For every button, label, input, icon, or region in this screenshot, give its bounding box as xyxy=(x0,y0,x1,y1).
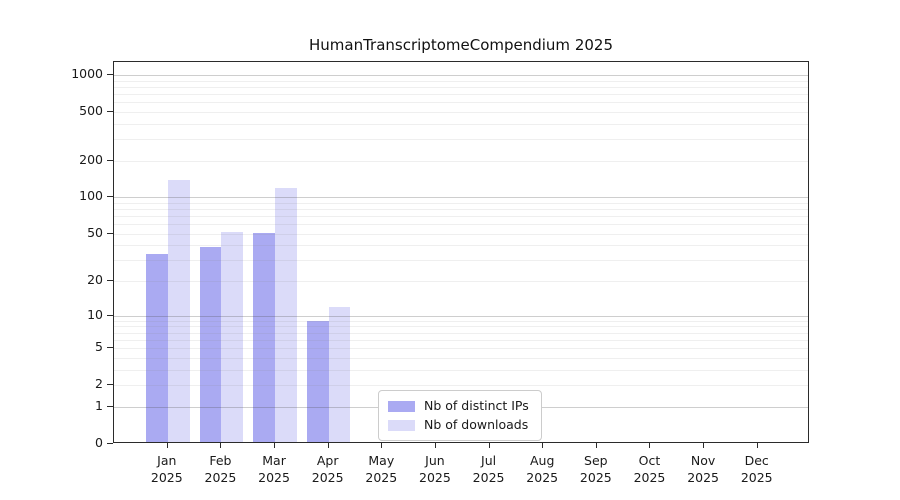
x-tick-label-nov: Nov 2025 xyxy=(687,453,719,485)
bar-apr-series0 xyxy=(306,320,329,442)
x-tick-mark xyxy=(488,443,490,448)
y-tick-label: 100 xyxy=(79,188,103,204)
minor-gridline xyxy=(114,384,808,386)
minor-gridline xyxy=(114,260,808,262)
minor-gridline xyxy=(114,357,808,359)
major-gridline xyxy=(114,197,808,199)
y-tick-mark xyxy=(107,346,113,348)
x-tick-label-jun: Jun 2025 xyxy=(419,453,451,485)
x-tick-label-jan: Jan 2025 xyxy=(150,453,183,485)
legend-label-distinct-ips: Nb of distinct IPs xyxy=(424,398,529,413)
x-tick-label-apr: Apr 2025 xyxy=(311,453,344,485)
x-tick-label-jul: Jul 2025 xyxy=(472,453,505,485)
minor-gridline xyxy=(114,233,808,235)
x-tick-mark xyxy=(166,443,168,448)
x-tick-mark xyxy=(649,443,651,448)
bar-jan-series1 xyxy=(167,179,190,442)
minor-gridline xyxy=(114,93,808,95)
minor-gridline xyxy=(114,111,808,113)
y-tick-mark xyxy=(107,73,113,75)
x-tick-mark xyxy=(595,443,597,448)
y-tick-label: 200 xyxy=(79,151,103,167)
minor-gridline xyxy=(114,139,808,141)
legend: Nb of distinct IPs Nb of downloads xyxy=(378,390,542,441)
y-tick-mark xyxy=(107,159,113,161)
minor-gridline xyxy=(114,80,808,82)
bar-jan-series0 xyxy=(146,253,168,442)
y-tick-label: 5 xyxy=(95,338,103,354)
minor-gridline xyxy=(114,332,808,334)
minor-gridline xyxy=(114,224,808,226)
y-tick-label: 1 xyxy=(95,397,103,413)
y-tick-mark xyxy=(107,314,113,316)
y-tick-label: 50 xyxy=(87,224,103,240)
x-tick-label-aug: Aug 2025 xyxy=(526,453,559,485)
y-tick-mark xyxy=(107,280,113,282)
minor-gridline xyxy=(114,369,808,371)
y-tick-label: 2 xyxy=(95,375,103,391)
x-tick-mark xyxy=(274,443,276,448)
x-tick-label-mar: Mar 2025 xyxy=(258,453,290,485)
legend-item-distinct-ips: Nb of distinct IPs xyxy=(388,399,529,413)
y-tick-mark xyxy=(107,442,113,444)
minor-gridline xyxy=(114,123,808,125)
y-tick-label: 0 xyxy=(95,434,103,450)
x-tick-label-sep: Sep 2025 xyxy=(579,453,612,485)
y-tick-mark xyxy=(107,383,113,385)
legend-swatch-distinct-ips xyxy=(388,400,415,412)
bar-mar-series0 xyxy=(253,232,276,442)
y-tick-label: 1000 xyxy=(71,65,103,81)
major-gridline xyxy=(114,315,808,317)
legend-label-downloads: Nb of downloads xyxy=(424,417,529,432)
y-tick-mark xyxy=(107,232,113,234)
y-tick-mark xyxy=(107,110,113,112)
x-tick-label-oct: Oct 2025 xyxy=(633,453,666,485)
legend-item-downloads: Nb of downloads xyxy=(388,418,529,432)
minor-gridline xyxy=(114,339,808,341)
major-gridline xyxy=(114,74,808,76)
minor-gridline xyxy=(114,209,808,211)
minor-gridline xyxy=(114,281,808,283)
x-tick-label-may: May 2025 xyxy=(365,453,398,485)
chart-title: HumanTranscriptomeCompendium 2025 xyxy=(308,36,613,54)
minor-gridline xyxy=(114,216,808,218)
minor-gridline xyxy=(114,202,808,204)
x-tick-label-dec: Dec 2025 xyxy=(740,453,773,485)
minor-gridline xyxy=(114,326,808,328)
x-tick-mark xyxy=(756,443,758,448)
y-tick-label: 500 xyxy=(79,102,103,118)
minor-gridline xyxy=(114,320,808,322)
bar-feb-series0 xyxy=(199,246,222,442)
x-tick-mark xyxy=(381,443,383,448)
minor-gridline xyxy=(114,86,808,88)
y-tick-mark xyxy=(107,405,113,407)
x-tick-mark xyxy=(327,443,329,448)
plot-area xyxy=(113,61,809,443)
minor-gridline xyxy=(114,160,808,162)
y-tick-mark xyxy=(107,196,113,198)
x-tick-mark xyxy=(434,443,436,448)
minor-gridline xyxy=(114,245,808,247)
y-tick-label: 20 xyxy=(87,272,103,288)
y-tick-label: 10 xyxy=(87,306,103,322)
x-tick-mark xyxy=(703,443,705,448)
x-tick-mark xyxy=(220,443,222,448)
x-tick-mark xyxy=(542,443,544,448)
x-tick-label-feb: Feb 2025 xyxy=(204,453,237,485)
bar-feb-series1 xyxy=(221,231,244,442)
minor-gridline xyxy=(114,347,808,349)
bar-apr-series1 xyxy=(328,306,351,442)
bar-mar-series1 xyxy=(275,187,297,442)
minor-gridline xyxy=(114,102,808,104)
legend-swatch-downloads xyxy=(388,419,415,431)
